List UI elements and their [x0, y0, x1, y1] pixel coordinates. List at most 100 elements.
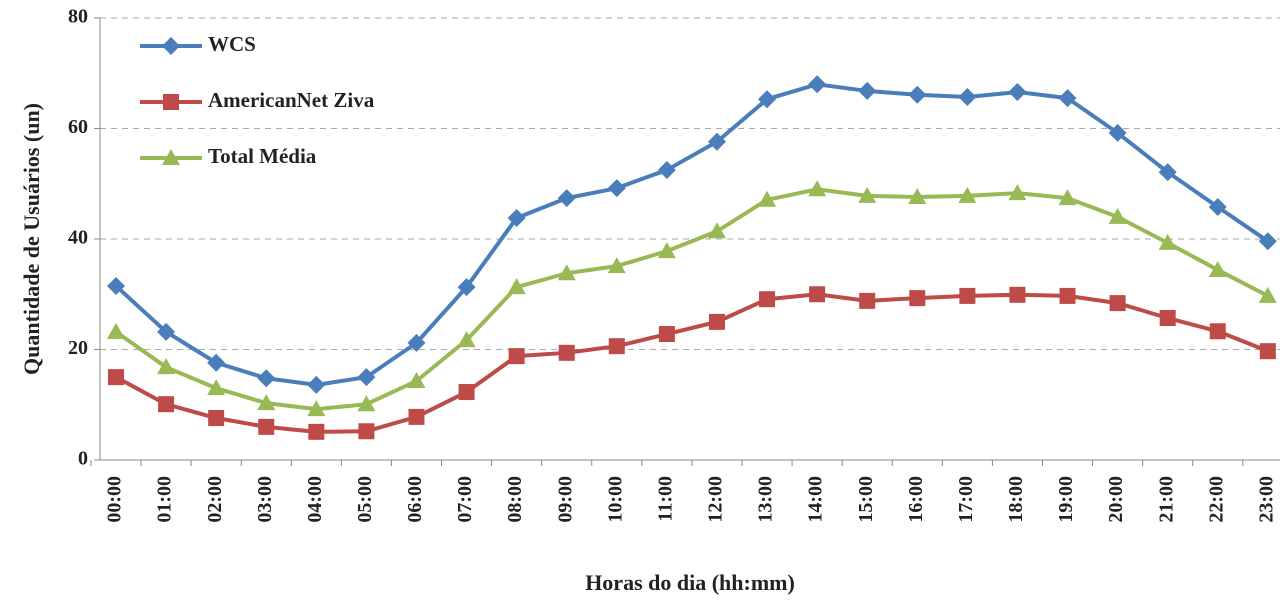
y-tick-label: 0 [78, 448, 88, 470]
x-tick-label: 23:00 [1255, 476, 1277, 523]
data-point [1058, 189, 1077, 206]
x-tick-label: 14:00 [805, 476, 827, 523]
data-point [657, 242, 676, 259]
data-point [357, 395, 376, 412]
x-tick-label: 05:00 [354, 476, 376, 523]
data-point [658, 326, 675, 343]
data-point [708, 313, 725, 330]
data-point [858, 81, 877, 100]
data-point [1158, 233, 1177, 250]
data-point [758, 190, 777, 207]
x-tick-label: 15:00 [855, 476, 877, 523]
series-line [115, 292, 1269, 434]
y-tick-label: 80 [68, 6, 88, 28]
data-point [457, 331, 476, 348]
x-tick-label: 12:00 [705, 476, 727, 523]
y-tick-label: 40 [68, 227, 88, 249]
x-tick-label: 06:00 [404, 476, 426, 523]
data-point [407, 333, 426, 352]
data-point [507, 209, 526, 228]
data-point [1059, 287, 1076, 304]
data-point [357, 368, 376, 387]
x-tick-label: 10:00 [604, 476, 626, 523]
data-point [1208, 260, 1227, 277]
data-point [108, 369, 124, 386]
data-point [858, 186, 877, 203]
data-point [158, 396, 175, 413]
data-point [1058, 89, 1077, 108]
data-point [558, 344, 575, 361]
data-point [759, 291, 776, 308]
data-point [959, 287, 976, 304]
x-tick-label: 01:00 [154, 476, 176, 523]
data-point [307, 400, 326, 417]
data-point [1009, 286, 1026, 303]
legend-marker [163, 94, 179, 110]
x-tick-label: 00:00 [104, 476, 126, 523]
data-point [1108, 123, 1127, 142]
x-tick-label: 22:00 [1205, 476, 1227, 523]
data-point [307, 375, 326, 394]
data-point [508, 348, 525, 365]
data-point [1259, 343, 1276, 360]
x-tick-label: 21:00 [1155, 476, 1177, 523]
data-point [908, 188, 927, 205]
legend-label: Total Média [208, 144, 317, 168]
x-tick-label: 07:00 [454, 476, 476, 523]
data-point [507, 278, 526, 295]
legend-label: WCS [208, 32, 256, 56]
legend-label: AmericanNet Ziva [208, 88, 375, 112]
y-axis-title: Quantidade de Usuários (un) [19, 103, 44, 375]
y-tick-label: 60 [68, 116, 88, 138]
data-point [1208, 197, 1227, 216]
data-point [157, 322, 176, 341]
legend-marker [162, 149, 180, 165]
data-point [1008, 83, 1027, 102]
series-line [114, 82, 1269, 387]
x-tick-label: 19:00 [1055, 476, 1077, 523]
data-point [457, 278, 476, 297]
data-point [1108, 207, 1127, 224]
data-point [707, 132, 726, 151]
data-point [1258, 232, 1277, 251]
data-point [408, 408, 425, 425]
x-tick-label: 08:00 [504, 476, 526, 523]
data-point [407, 371, 426, 388]
data-point [308, 423, 325, 440]
x-axis-title: Horas do dia (hh:mm) [585, 570, 795, 595]
x-tick-label: 18:00 [1005, 476, 1027, 523]
y-tick-label: 20 [68, 337, 88, 359]
data-point [208, 410, 225, 427]
data-point [608, 338, 625, 355]
data-point [1159, 310, 1176, 327]
x-tick-label: 16:00 [905, 476, 927, 523]
data-point [157, 358, 176, 375]
data-point [458, 384, 475, 401]
x-tick-label: 11:00 [654, 476, 676, 522]
legend-marker [162, 37, 180, 55]
data-point [107, 322, 125, 339]
data-point [607, 257, 626, 274]
x-tick-label: 02:00 [204, 476, 226, 523]
x-tick-label: 03:00 [254, 476, 276, 523]
data-point [809, 286, 826, 303]
data-point [358, 423, 375, 440]
data-point [207, 353, 226, 372]
data-point [1258, 286, 1277, 303]
x-tick-label: 17:00 [955, 476, 977, 523]
x-tick-label: 13:00 [755, 476, 777, 523]
data-point [257, 369, 276, 388]
data-point [707, 222, 726, 239]
data-point [909, 290, 926, 307]
x-tick-label: 09:00 [554, 476, 576, 523]
data-point [257, 394, 276, 411]
data-point [657, 160, 676, 179]
data-point [859, 292, 876, 309]
data-point [557, 189, 576, 208]
data-point [557, 264, 576, 281]
x-tick-label: 20:00 [1105, 476, 1127, 523]
data-point [958, 88, 977, 107]
data-point [1109, 295, 1126, 312]
data-point [1158, 163, 1177, 182]
